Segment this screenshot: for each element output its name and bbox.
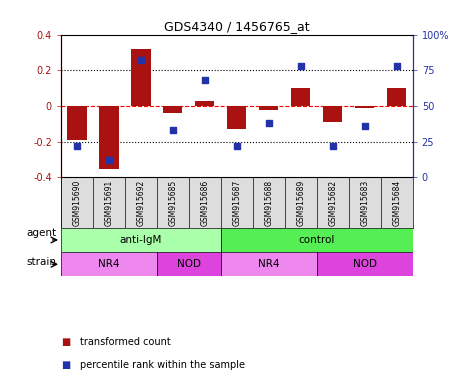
Bar	[253, 177, 285, 228]
Text: GSM915691: GSM915691	[105, 180, 113, 226]
Point	[361, 123, 369, 129]
Bar	[125, 177, 157, 228]
Point	[233, 143, 241, 149]
Bar	[61, 177, 93, 228]
Bar	[99, 106, 119, 169]
Bar	[291, 88, 310, 106]
Point	[201, 77, 209, 83]
Text: NOD: NOD	[177, 259, 201, 269]
Bar	[131, 49, 151, 106]
Text: GSM915692: GSM915692	[136, 180, 145, 226]
Bar	[61, 252, 157, 276]
Bar	[323, 106, 342, 122]
Bar	[157, 177, 189, 228]
Point	[169, 127, 177, 133]
Point	[105, 157, 113, 163]
Text: ■: ■	[61, 337, 70, 347]
Bar	[163, 106, 182, 113]
Bar	[195, 101, 214, 106]
Text: GSM915687: GSM915687	[232, 180, 242, 226]
Text: GSM915685: GSM915685	[168, 180, 177, 226]
Bar	[93, 177, 125, 228]
Text: GSM915686: GSM915686	[200, 180, 209, 226]
Bar	[221, 228, 413, 252]
Text: ■: ■	[61, 360, 70, 370]
Bar	[157, 252, 221, 276]
Bar	[221, 177, 253, 228]
Bar	[317, 252, 413, 276]
Bar	[317, 177, 349, 228]
Point	[137, 57, 144, 63]
Point	[329, 143, 337, 149]
Text: agent: agent	[26, 228, 56, 238]
Bar	[259, 106, 279, 109]
Text: NR4: NR4	[98, 259, 120, 269]
Point	[265, 120, 272, 126]
Bar	[227, 106, 246, 129]
Text: GSM915690: GSM915690	[72, 180, 82, 226]
Bar	[189, 177, 221, 228]
Bar	[221, 252, 317, 276]
Text: control: control	[299, 235, 335, 245]
Bar	[68, 106, 87, 140]
Bar	[381, 177, 413, 228]
Bar	[61, 228, 221, 252]
Text: transformed count: transformed count	[80, 337, 170, 347]
Text: GSM915682: GSM915682	[328, 180, 337, 226]
Bar	[285, 177, 317, 228]
Bar	[387, 88, 406, 106]
Text: percentile rank within the sample: percentile rank within the sample	[80, 360, 245, 370]
Text: GSM915683: GSM915683	[360, 180, 369, 226]
Text: strain: strain	[26, 257, 56, 267]
Text: GSM915688: GSM915688	[265, 180, 273, 226]
Text: NR4: NR4	[258, 259, 280, 269]
Bar	[349, 177, 381, 228]
Point	[73, 143, 81, 149]
Text: GSM915684: GSM915684	[392, 180, 401, 226]
Point	[393, 63, 401, 69]
Bar	[355, 106, 374, 108]
Text: NOD: NOD	[353, 259, 377, 269]
Title: GDS4340 / 1456765_at: GDS4340 / 1456765_at	[164, 20, 310, 33]
Text: anti-IgM: anti-IgM	[120, 235, 162, 245]
Point	[297, 63, 304, 69]
Text: GSM915689: GSM915689	[296, 180, 305, 226]
